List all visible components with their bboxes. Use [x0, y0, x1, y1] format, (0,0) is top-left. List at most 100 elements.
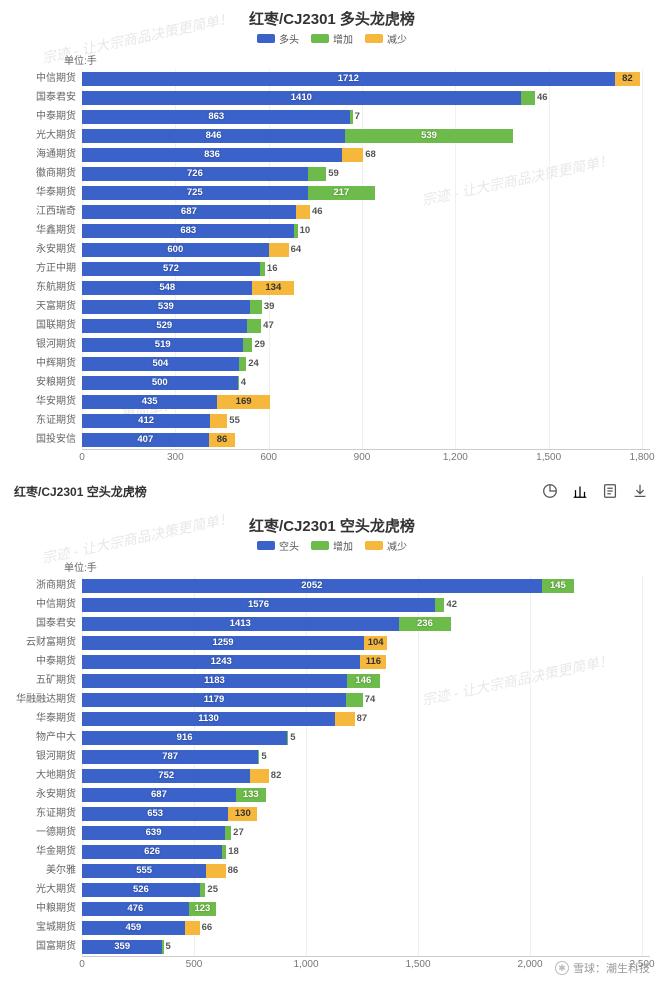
delta-value: 39	[264, 301, 275, 312]
bar-main: 752	[82, 769, 250, 783]
download-icon[interactable]	[630, 481, 650, 501]
bar-main: 916	[82, 731, 287, 745]
bar-main: 476	[82, 902, 189, 916]
delta-value: 86	[217, 434, 228, 445]
bar-value: 548	[159, 282, 175, 293]
bar-decrease: 169	[217, 395, 270, 409]
bar-value: 359	[114, 941, 130, 952]
category-label: 光大期货	[14, 126, 80, 145]
delta-value: 74	[365, 694, 376, 705]
list-icon[interactable]	[600, 481, 620, 501]
pie-icon[interactable]	[540, 481, 560, 501]
bar-main: 687	[82, 205, 296, 219]
delta-value: 16	[267, 263, 278, 274]
bar-increase: 39	[250, 300, 262, 314]
x-tick: 300	[167, 452, 184, 463]
chart-legend: 空头增加减少	[14, 538, 650, 553]
delta-value: 82	[622, 73, 633, 84]
section-title: 红枣/CJ2301 空头龙虎榜	[14, 483, 147, 500]
delta-value: 46	[312, 206, 323, 217]
x-tick: 1,200	[443, 452, 468, 463]
bar-value: 476	[127, 903, 143, 914]
category-label: 永安期货	[14, 785, 80, 804]
x-tick: 0	[79, 452, 85, 463]
chart-title: 红枣/CJ2301 空头龙虎榜	[14, 515, 650, 536]
bar-increase: 16	[260, 262, 265, 276]
bar-value: 412	[138, 415, 154, 426]
delta-value: 169	[236, 396, 252, 407]
delta-value: 27	[233, 827, 244, 838]
bar-value: 725	[187, 187, 203, 198]
chart-title: 红枣/CJ2301 多头龙虎榜	[14, 8, 650, 29]
bar-row: 113087	[82, 709, 650, 728]
delta-value: 68	[365, 149, 376, 160]
delta-value: 217	[333, 187, 349, 198]
bar-main: 555	[82, 864, 206, 878]
bar-value: 504	[152, 358, 168, 369]
bar-main: 1259	[82, 636, 364, 650]
category-label: 中信期货	[14, 595, 80, 614]
bar-increase: 123	[189, 902, 217, 916]
category-label: 中信期货	[14, 69, 80, 88]
bar-main: 683	[82, 224, 294, 238]
category-label: 华泰期货	[14, 183, 80, 202]
bar-value: 2052	[301, 580, 322, 591]
bar-value: 1413	[230, 618, 251, 629]
bar-main: 726	[82, 167, 308, 181]
unit-label: 单位:手	[64, 52, 650, 67]
x-tick: 900	[354, 452, 371, 463]
category-label: 国泰君安	[14, 88, 80, 107]
bar-decrease: 134	[252, 281, 294, 295]
category-label: 东证期货	[14, 804, 80, 823]
bar-main: 539	[82, 300, 250, 314]
delta-value: 10	[300, 225, 311, 236]
bar-increase: 18	[222, 845, 226, 859]
bar-row: 476 123	[82, 899, 650, 918]
brand-text: 雪球：潮生科技	[573, 960, 650, 976]
delta-value: 123	[194, 903, 210, 914]
bar-main: 687	[82, 788, 236, 802]
bar-icon[interactable]	[570, 481, 590, 501]
bar-main: 435	[82, 395, 217, 409]
bar-decrease: 86	[206, 864, 225, 878]
category-label: 国投安信	[14, 430, 80, 449]
bar-increase: 10	[294, 224, 297, 238]
legend-item: 减少	[365, 538, 407, 553]
x-tick: 600	[260, 452, 277, 463]
delta-value: 82	[271, 770, 282, 781]
bar-value: 653	[147, 808, 163, 819]
unit-label: 单位:手	[64, 559, 650, 574]
delta-value: 24	[248, 358, 259, 369]
bar-row: 504 24	[82, 354, 650, 373]
category-label: 华安期货	[14, 392, 80, 411]
delta-value: 47	[263, 320, 274, 331]
bar-row: 653130	[82, 804, 650, 823]
bar-row: 1183146	[82, 671, 650, 690]
legend-swatch	[365, 34, 383, 43]
category-label: 中泰期货	[14, 107, 80, 126]
bar-main: 1130	[82, 712, 335, 726]
category-label: 五矿期货	[14, 671, 80, 690]
bar-increase: 24	[239, 357, 246, 371]
bar-row: 435 169	[82, 392, 650, 411]
bar-row: 51929	[82, 335, 650, 354]
bar-main: 639	[82, 826, 225, 840]
x-tick: 0	[79, 959, 85, 970]
bar-value: 626	[144, 846, 160, 857]
bar-row: 846539	[82, 126, 650, 145]
bar-row: 412 55	[82, 411, 650, 430]
category-label: 国泰君安	[14, 614, 80, 633]
bar-main: 725	[82, 186, 308, 200]
x-tick: 1,500	[536, 452, 561, 463]
bar-value: 916	[177, 732, 193, 743]
bar-decrease: 55	[210, 414, 227, 428]
category-label: 江西瑞奇	[14, 202, 80, 221]
bar-increase: 27	[225, 826, 231, 840]
bar-main: 412	[82, 414, 210, 428]
bar-decrease: 87	[335, 712, 354, 726]
bar-main: 863	[82, 110, 350, 124]
bar-decrease: 116	[360, 655, 386, 669]
bar-decrease: 86	[209, 433, 236, 447]
bar-main: 600	[82, 243, 269, 257]
bar-value: 752	[158, 770, 174, 781]
